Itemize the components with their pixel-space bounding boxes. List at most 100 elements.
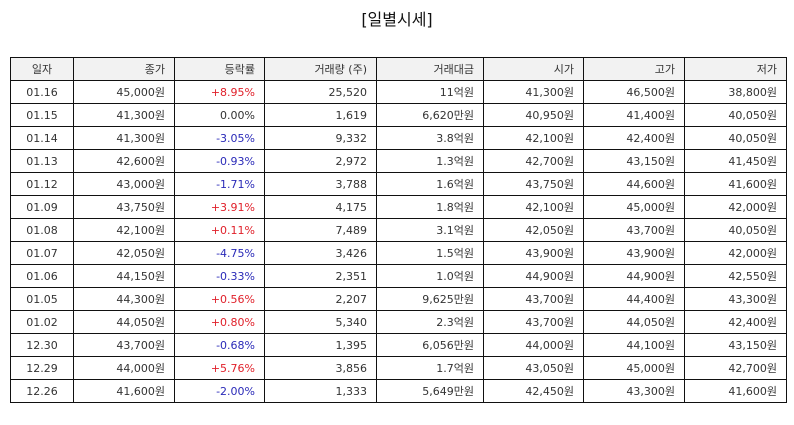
cell-close: 42,050원 [73,241,175,265]
cell-volume: 25,520 [264,80,377,104]
column-header-amount: 거래대금 [376,57,484,81]
cell-change: +0.80% [174,310,265,334]
cell-close: 44,050원 [73,310,175,334]
cell-change: -2.00% [174,379,265,403]
cell-high: 44,050원 [583,310,685,334]
cell-high: 45,000원 [583,356,685,380]
cell-low: 43,150원 [684,333,787,357]
cell-amount: 1.6억원 [376,172,484,196]
cell-change: -0.93% [174,149,265,173]
table-row: 01.16 45,000원 +8.95% 25,520 11억원 41,300원 46,50… [10,80,787,104]
cell-low: 42,000원 [684,241,787,265]
cell-open: 43,750원 [483,172,584,196]
cell-open: 42,100원 [483,195,584,219]
cell-close: 45,000원 [73,80,175,104]
cell-low: 43,300원 [684,287,787,311]
cell-amount: 1.8억원 [376,195,484,219]
cell-low: 41,600원 [684,172,787,196]
cell-high: 44,900원 [583,264,685,288]
cell-close: 44,300원 [73,287,175,311]
cell-change: -0.68% [174,333,265,357]
cell-date: 01.15 [10,103,74,127]
column-header-open: 시가 [483,57,584,81]
cell-open: 43,900원 [483,241,584,265]
cell-volume: 2,351 [264,264,377,288]
table-row: 12.26 41,600원 -2.00% 1,333 5,649만원 42,450원 43,… [10,379,787,403]
cell-open: 44,900원 [483,264,584,288]
cell-date: 12.30 [10,333,74,357]
cell-close: 44,000원 [73,356,175,380]
cell-high: 43,150원 [583,149,685,173]
column-header-volume: 거래량 (주) [264,57,377,81]
cell-amount: 1.5억원 [376,241,484,265]
cell-amount: 1.7억원 [376,356,484,380]
table-row: 01.05 44,300원 +0.56% 2,207 9,625만원 43,700원 44,… [10,287,787,311]
cell-low: 41,450원 [684,149,787,173]
cell-close: 43,000원 [73,172,175,196]
cell-volume: 1,619 [264,103,377,127]
cell-open: 42,050원 [483,218,584,242]
cell-high: 44,100원 [583,333,685,357]
cell-change: +8.95% [174,80,265,104]
cell-amount: 9,625만원 [376,287,484,311]
daily-price-table: 일자 종가 등락률 거래량 (주) 거래대금 시가 고가 저가 01.16 45,… [10,57,787,403]
table-row: 01.07 42,050원 -4.75% 3,426 1.5억원 43,900원 43,90… [10,241,787,265]
cell-date: 01.05 [10,287,74,311]
cell-open: 43,050원 [483,356,584,380]
table-row: 01.13 42,600원 -0.93% 2,972 1.3억원 42,700원 43,15… [10,149,787,173]
cell-close: 42,600원 [73,149,175,173]
cell-date: 01.06 [10,264,74,288]
cell-date: 01.14 [10,126,74,150]
cell-date: 12.29 [10,356,74,380]
table-row: 01.06 44,150원 -0.33% 2,351 1.0억원 44,900원 44,90… [10,264,787,288]
cell-low: 42,700원 [684,356,787,380]
cell-high: 45,000원 [583,195,685,219]
cell-date: 01.08 [10,218,74,242]
cell-volume: 3,856 [264,356,377,380]
cell-change: +0.11% [174,218,265,242]
cell-low: 40,050원 [684,103,787,127]
cell-high: 43,700원 [583,218,685,242]
cell-volume: 4,175 [264,195,377,219]
cell-close: 43,750원 [73,195,175,219]
cell-change: +0.56% [174,287,265,311]
cell-date: 01.02 [10,310,74,334]
cell-volume: 3,788 [264,172,377,196]
column-header-date: 일자 [10,57,74,81]
cell-amount: 11억원 [376,80,484,104]
cell-high: 42,400원 [583,126,685,150]
column-header-change: 등락률 [174,57,265,81]
cell-low: 42,000원 [684,195,787,219]
table-row: 12.30 43,700원 -0.68% 1,395 6,056만원 44,000원 44,… [10,333,787,357]
cell-low: 42,550원 [684,264,787,288]
cell-amount: 1.0억원 [376,264,484,288]
cell-amount: 6,620만원 [376,103,484,127]
cell-amount: 3.1억원 [376,218,484,242]
cell-change: -0.33% [174,264,265,288]
cell-amount: 5,649만원 [376,379,484,403]
cell-change: +3.91% [174,195,265,219]
cell-change: -3.05% [174,126,265,150]
cell-date: 01.13 [10,149,74,173]
cell-high: 43,300원 [583,379,685,403]
column-header-low: 저가 [684,57,787,81]
cell-date: 01.12 [10,172,74,196]
cell-change: -1.71% [174,172,265,196]
cell-open: 43,700원 [483,310,584,334]
cell-volume: 2,207 [264,287,377,311]
cell-high: 46,500원 [583,80,685,104]
cell-open: 42,100원 [483,126,584,150]
table-row: 01.12 43,000원 -1.71% 3,788 1.6억원 43,750원 44,60… [10,172,787,196]
cell-volume: 2,972 [264,149,377,173]
cell-low: 38,800원 [684,80,787,104]
table-row: 01.15 41,300원 0.00% 1,619 6,620만원 40,950원 41,4… [10,103,787,127]
cell-low: 41,600원 [684,379,787,403]
column-header-close: 종가 [73,57,175,81]
cell-date: 01.09 [10,195,74,219]
cell-volume: 5,340 [264,310,377,334]
cell-close: 41,600원 [73,379,175,403]
cell-high: 43,900원 [583,241,685,265]
cell-date: 12.26 [10,379,74,403]
cell-close: 42,100원 [73,218,175,242]
cell-change: +5.76% [174,356,265,380]
